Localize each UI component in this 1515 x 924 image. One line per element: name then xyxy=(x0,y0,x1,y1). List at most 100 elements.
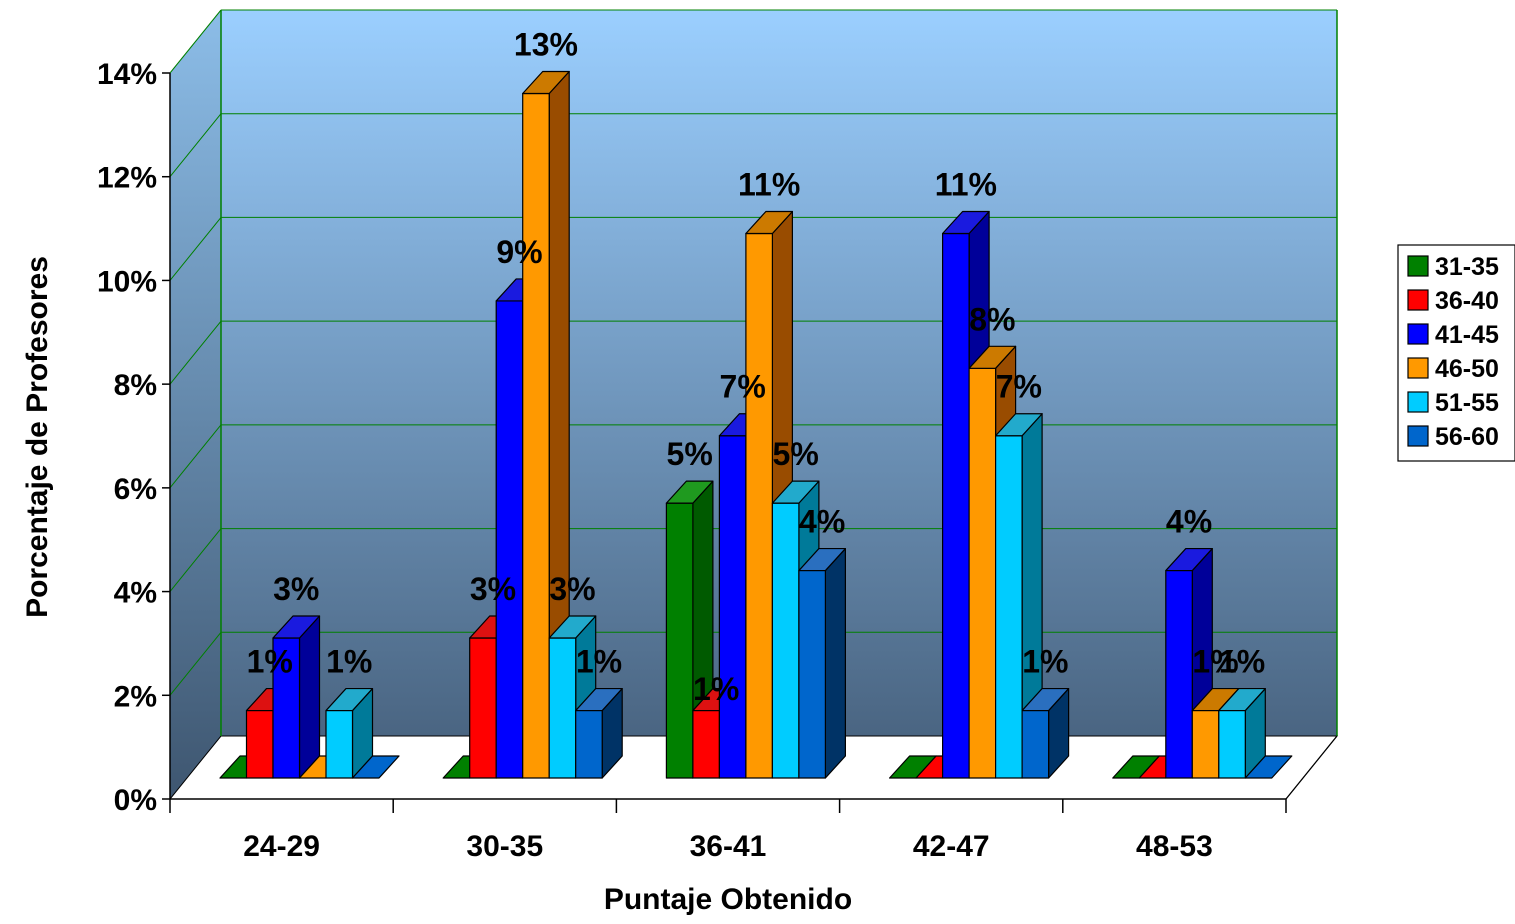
x-tick-label: 30-35 xyxy=(466,830,543,863)
y-tick-label: 8% xyxy=(114,369,157,402)
legend-swatch xyxy=(1407,289,1429,311)
data-label: 3% xyxy=(470,571,516,607)
bar-front xyxy=(665,502,694,779)
data-label: 1% xyxy=(576,644,622,680)
legend-label: 41-45 xyxy=(1435,321,1499,349)
bar-side xyxy=(824,547,847,779)
gridline-side xyxy=(169,424,222,489)
bar-front xyxy=(1218,709,1246,779)
data-label: 7% xyxy=(996,369,1042,405)
bar-top xyxy=(1165,547,1213,572)
bar xyxy=(1244,755,1293,779)
x-axis-title: Puntaje Obtenido xyxy=(604,883,852,916)
data-label: 9% xyxy=(496,234,542,270)
data-label: 1% xyxy=(1219,644,1265,680)
bar-top xyxy=(941,210,990,235)
bar-top xyxy=(272,615,321,639)
data-label: 1% xyxy=(1022,644,1068,680)
legend-swatch xyxy=(1407,357,1429,379)
bar-front xyxy=(495,300,524,779)
bar-front xyxy=(771,502,800,779)
bar xyxy=(575,687,623,779)
bar xyxy=(1021,687,1070,779)
data-label: 3% xyxy=(549,571,595,607)
bar-front xyxy=(1191,709,1220,779)
legend-box xyxy=(1397,244,1515,462)
bar xyxy=(1218,687,1266,779)
data-label: 4% xyxy=(799,504,845,540)
data-label: 5% xyxy=(667,436,713,472)
data-label: 3% xyxy=(273,571,319,607)
bar-front xyxy=(548,637,577,779)
y-tick-label: 12% xyxy=(97,162,157,195)
y-axis-title: Porcentaje de Profesores xyxy=(21,256,54,618)
x-tick-label: 36-41 xyxy=(690,830,767,863)
side-wall xyxy=(170,10,221,799)
legend-label: 56-60 xyxy=(1435,423,1499,451)
bar xyxy=(325,687,374,779)
legend-label: 31-35 xyxy=(1435,253,1499,281)
bar-front xyxy=(692,709,721,779)
bar-front xyxy=(1165,569,1193,779)
legend-swatch xyxy=(1407,255,1429,277)
bar xyxy=(798,547,847,779)
data-label: 1% xyxy=(326,644,372,680)
bar-top xyxy=(351,755,400,779)
bar xyxy=(351,755,400,779)
bar-top xyxy=(1218,687,1266,712)
data-label: 13% xyxy=(514,26,578,62)
bar-front xyxy=(994,435,1023,779)
bar-front xyxy=(245,709,274,779)
gridline-side xyxy=(169,631,222,696)
axes: 0% 2% 4% 6% 8% 10% 12% 14% 24-29 30-35 36-41 42-47 4… xyxy=(97,58,1338,863)
gridline-side xyxy=(169,528,222,592)
gridline-side xyxy=(169,9,222,74)
data-label: 5% xyxy=(773,436,819,472)
data-labels: 1% 3% 1% 3% 9% 13% 3% 1% 5% 1% 7% 11% 5% 4% 11% 8% 7% 1% 4… xyxy=(247,26,1266,707)
floor-edge xyxy=(1285,735,1338,800)
bars xyxy=(219,70,1293,779)
bar-front xyxy=(469,637,497,779)
bar-top xyxy=(994,413,1043,437)
bar-front xyxy=(1021,709,1050,779)
legend-swatch xyxy=(1407,425,1429,447)
bar-side xyxy=(298,615,321,779)
legend-label: 46-50 xyxy=(1435,355,1499,383)
data-label: 11% xyxy=(935,167,997,203)
data-label: 1% xyxy=(1192,644,1238,680)
bar-top xyxy=(522,70,570,95)
bar-top xyxy=(1021,687,1070,712)
bar-top xyxy=(575,687,623,712)
bar-top xyxy=(771,480,820,504)
y-tick-label: 10% xyxy=(97,265,157,298)
legend: 31-35 36-40 41-45 46-50 51-55 56-60 xyxy=(1397,244,1515,462)
legend-swatch xyxy=(1407,323,1429,345)
y-tick-label: 14% xyxy=(97,58,157,91)
bar-front xyxy=(522,92,550,779)
x-tick-label: 42-47 xyxy=(913,830,990,863)
bar-top xyxy=(968,345,1017,369)
bar-front xyxy=(798,569,827,779)
y-tick-label: 2% xyxy=(114,680,157,713)
bar-top xyxy=(325,687,374,712)
x-tick-label: 48-53 xyxy=(1136,830,1213,863)
bar-top xyxy=(745,210,794,235)
bar xyxy=(272,615,321,779)
y-tick-label: 4% xyxy=(114,577,157,610)
bar-top xyxy=(798,547,847,572)
bar-front xyxy=(941,232,970,779)
legend-swatch xyxy=(1407,391,1429,413)
data-label: 4% xyxy=(1166,504,1212,540)
gridline-side xyxy=(169,320,222,385)
bar xyxy=(522,70,570,779)
bar-top xyxy=(1244,755,1293,779)
bar-front xyxy=(745,232,774,779)
data-label: 8% xyxy=(969,301,1015,337)
y-tick-label: 0% xyxy=(114,784,157,817)
bar-top xyxy=(665,480,714,504)
bar-front xyxy=(968,367,997,779)
bar-front xyxy=(718,435,747,779)
y-tick-label: 6% xyxy=(114,473,157,506)
legend-label: 51-55 xyxy=(1435,389,1499,417)
